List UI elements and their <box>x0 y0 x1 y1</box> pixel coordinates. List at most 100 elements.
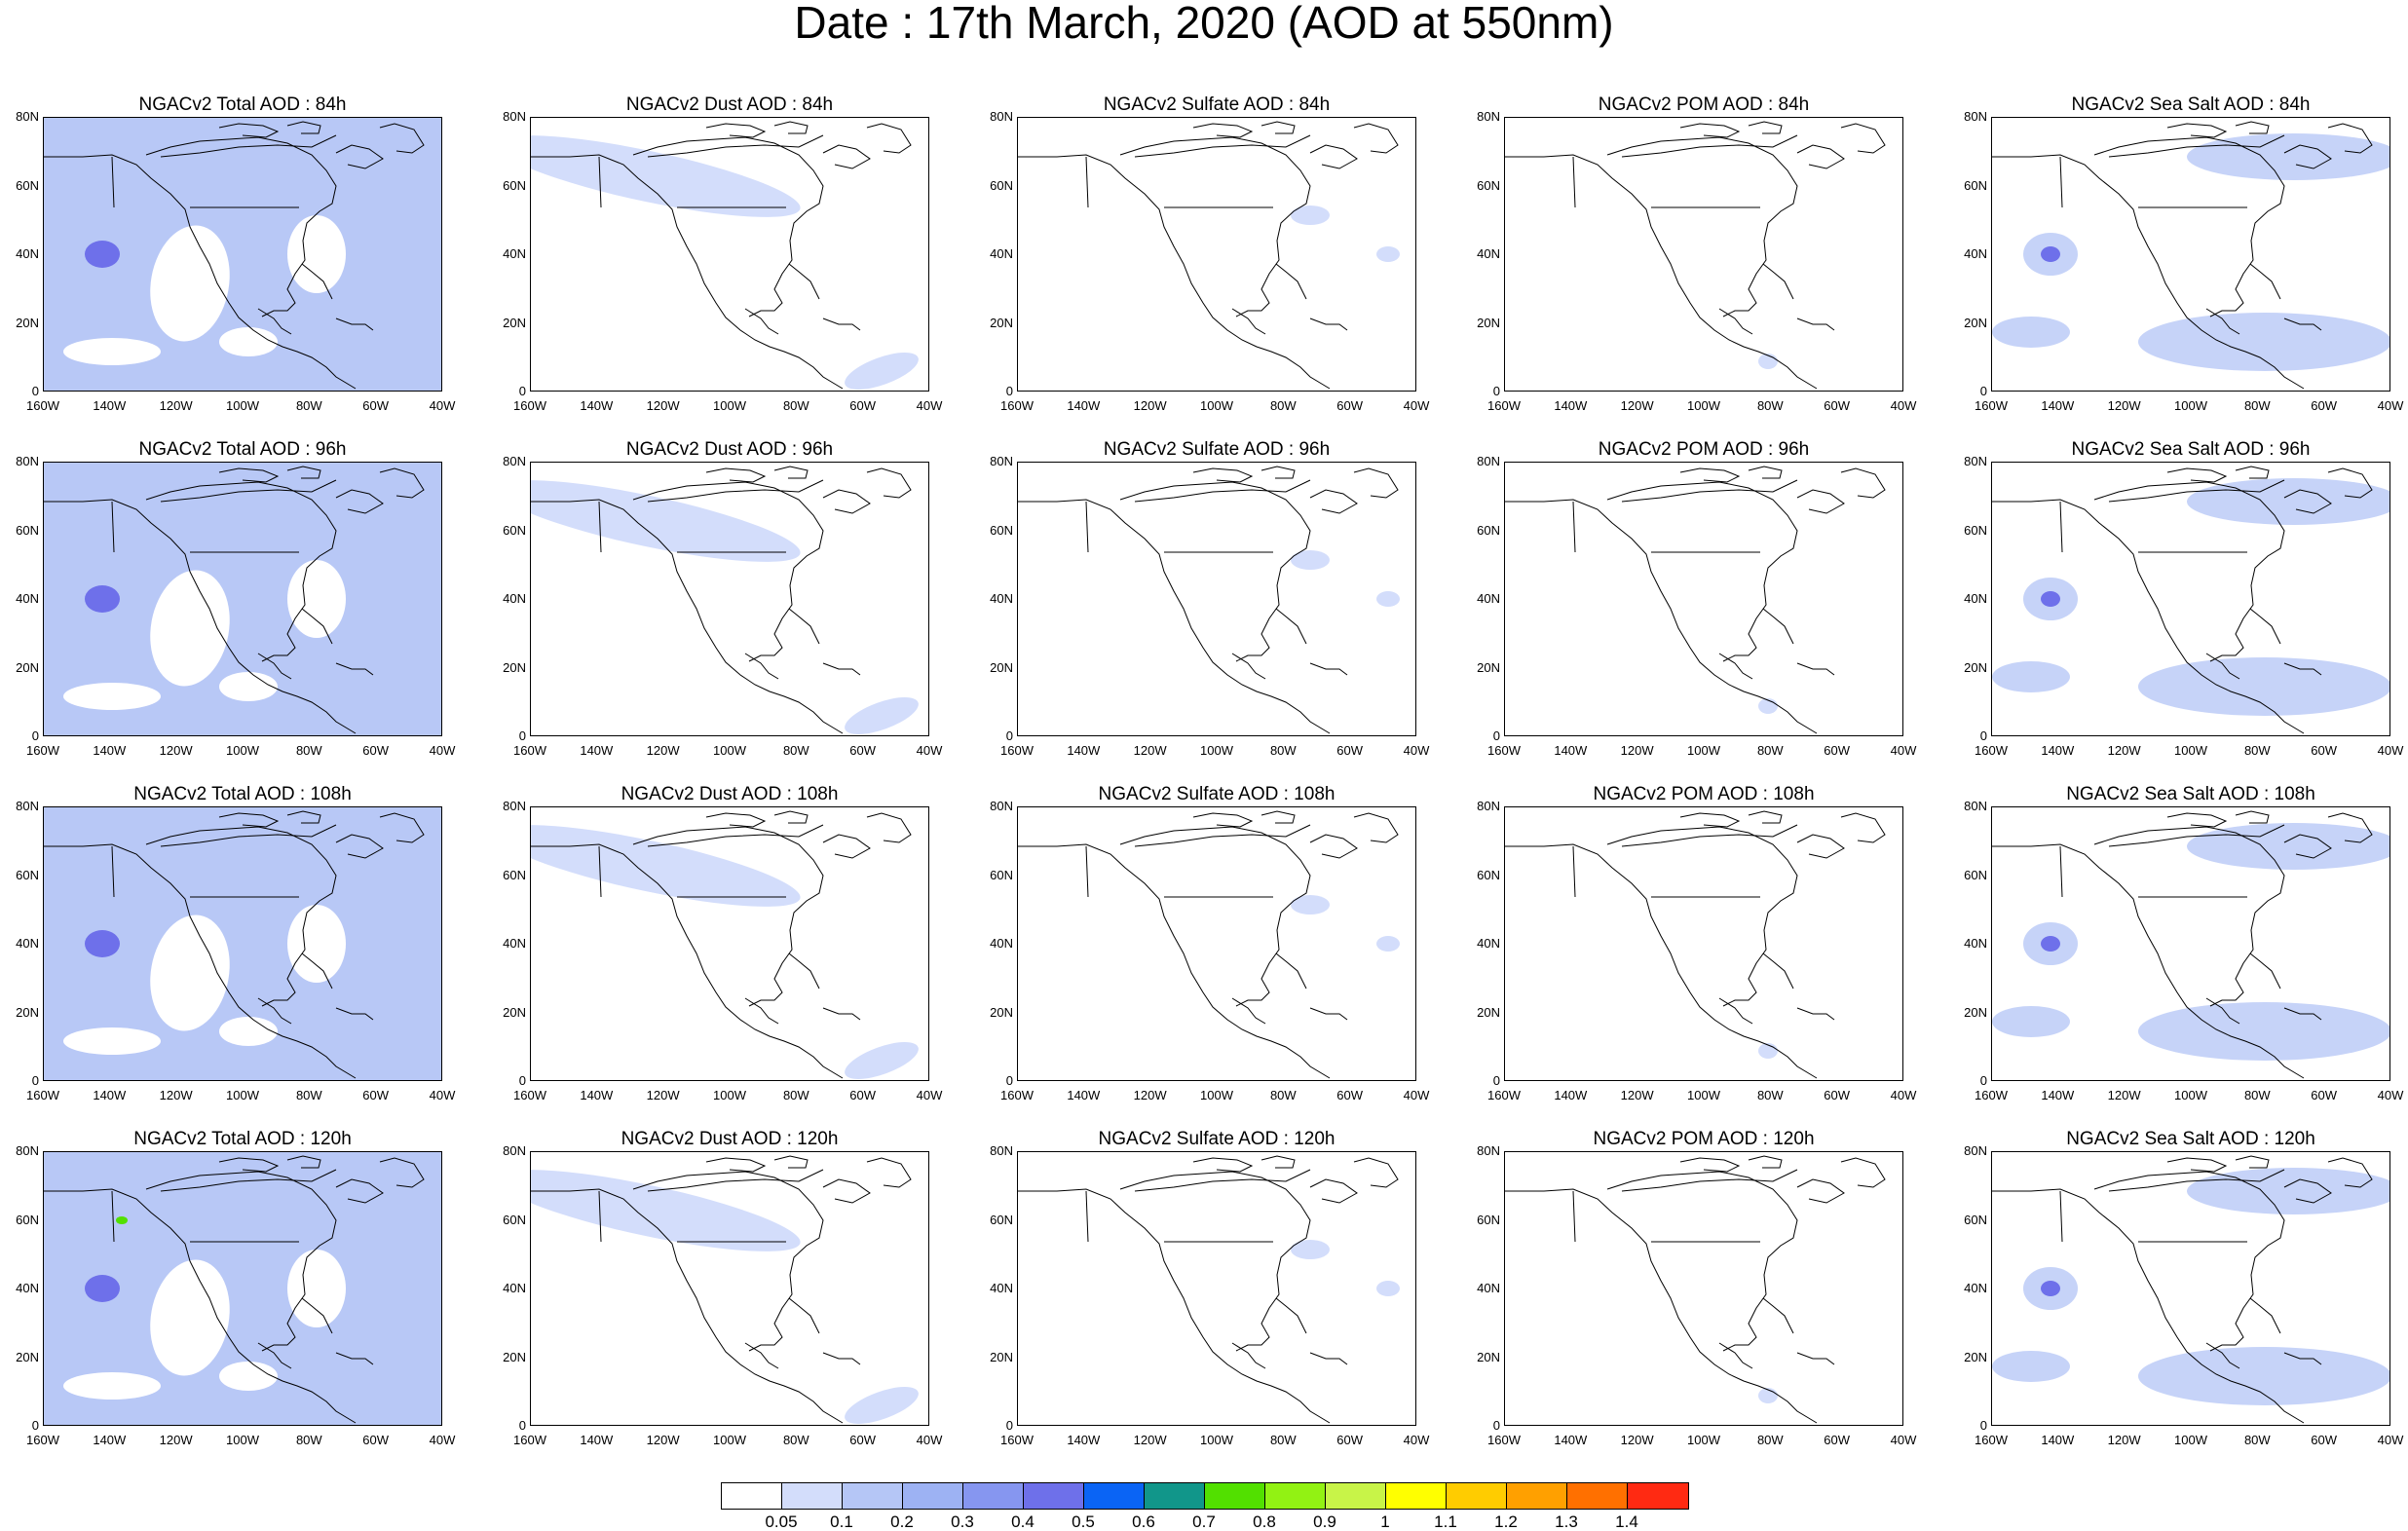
lon-tick-label: 120W <box>152 1089 201 1102</box>
coastline <box>1719 653 1752 679</box>
lat-tick-label: 20N <box>1948 1006 1987 1020</box>
coastline <box>823 1179 870 1203</box>
coastline <box>1310 1353 1347 1364</box>
coastline <box>867 124 911 153</box>
coastline <box>1120 482 1310 661</box>
coastline <box>1573 846 1575 897</box>
coastline <box>745 998 778 1024</box>
lon-tick-label: 140W <box>1546 399 1595 413</box>
lat-tick-label: 40N <box>0 247 39 261</box>
panel-title: NGACv2 Dust AOD : 84h <box>530 95 929 115</box>
panel-title: NGACv2 Sea Salt AOD : 96h <box>1991 440 2390 460</box>
panel-title: NGACv2 Sea Salt AOD : 108h <box>1991 785 2390 804</box>
lon-tick-label: 80W <box>771 1434 820 1447</box>
coastline <box>774 1156 808 1168</box>
lon-tick-label: 100W <box>218 1434 267 1447</box>
coastline <box>867 1158 911 1187</box>
coastline <box>1018 844 1330 1078</box>
lon-tick-label: 140W <box>1546 744 1595 758</box>
lon-tick-label: 80W <box>1259 399 1307 413</box>
aod-field-map <box>1505 118 1903 392</box>
aod-field-map <box>1018 463 1416 736</box>
map-panel-dust-2: NGACv2 Dust AOD : 108h 80N 60N 40N 20N 0 160W 1… <box>530 806 929 1081</box>
coastline <box>2167 1158 2226 1172</box>
lon-tick-label: 60W <box>1813 399 1862 413</box>
lat-tick-label: 0 <box>1461 1419 1500 1433</box>
coastline <box>2236 1156 2269 1168</box>
coastline <box>2250 953 2280 989</box>
lon-tick-label: 100W <box>705 1434 754 1447</box>
lat-tick-label: 40N <box>1461 937 1500 951</box>
coastline <box>1261 1156 1295 1168</box>
lat-tick-label: 40N <box>974 247 1013 261</box>
lon-tick-label: 100W <box>705 399 754 413</box>
panel-title: NGACv2 POM AOD : 108h <box>1504 785 1903 804</box>
map-frame <box>43 462 442 736</box>
colorbar-tick-label: 1.4 <box>1602 1513 1651 1531</box>
coastline <box>1086 846 1088 897</box>
coastline <box>2060 1191 2062 1242</box>
lon-tick-label: 140W <box>1059 399 1108 413</box>
aod-field-map <box>1505 807 1903 1081</box>
lat-tick-label: 0 <box>487 385 526 398</box>
lat-tick-label: 20N <box>487 317 526 330</box>
coastline <box>2236 467 2269 478</box>
lon-tick-label: 120W <box>1613 1434 1662 1447</box>
lat-tick-label: 60N <box>487 179 526 193</box>
lon-tick-label: 140W <box>2033 1089 2082 1102</box>
coastline <box>1607 482 1797 661</box>
coastline <box>823 835 870 858</box>
lon-tick-label: 120W <box>2100 1089 2149 1102</box>
coastline <box>2236 122 2269 133</box>
lat-tick-label: 40N <box>1948 247 1987 261</box>
lon-tick-label: 100W <box>218 399 267 413</box>
aod-field-map <box>1505 1152 1903 1426</box>
colorbar-swatch <box>1507 1483 1567 1509</box>
coastline <box>1607 1172 1797 1351</box>
lon-tick-label: 140W <box>1059 744 1108 758</box>
lat-tick-label: 60N <box>1461 1214 1500 1227</box>
lon-tick-label: 80W <box>284 399 333 413</box>
coastline <box>706 124 765 137</box>
lon-tick-label: 40W <box>1392 1434 1441 1447</box>
panel-title: NGACv2 Sulfate AOD : 108h <box>1017 785 1416 804</box>
lon-tick-label: 80W <box>2233 1089 2281 1102</box>
lat-tick-label: 40N <box>1948 592 1987 606</box>
lon-tick-label: 120W <box>639 1434 688 1447</box>
coastline <box>1086 157 1088 207</box>
coastline <box>789 1298 819 1333</box>
panel-title: NGACv2 POM AOD : 120h <box>1504 1130 1903 1149</box>
coastline <box>867 813 911 842</box>
coastline <box>1505 844 1817 1078</box>
map-panel-total-1: NGACv2 Total AOD : 96h 80N 60N 40N 20N 0 160W 1… <box>43 462 442 736</box>
coastline <box>1680 813 1739 827</box>
colorbar-swatch <box>1084 1483 1145 1509</box>
lon-tick-label: 40W <box>2366 1434 2408 1447</box>
lon-tick-label: 140W <box>1546 1434 1595 1447</box>
map-frame <box>1017 462 1416 736</box>
aod-field-map <box>44 1152 442 1426</box>
lon-tick-label: 160W <box>1480 399 1528 413</box>
map-panel-grid: NGACv2 Total AOD : 84h 80N 60N 40N 20N 0 160W 1… <box>0 0 2408 1531</box>
lat-tick-label: 0 <box>487 1074 526 1088</box>
lat-tick-label: 80N <box>1948 110 1987 124</box>
lat-tick-label: 40N <box>1461 592 1500 606</box>
map-frame <box>1017 117 1416 392</box>
map-panel-dust-0: NGACv2 Dust AOD : 84h 80N 60N 40N 20N 0 160W 14… <box>530 117 929 392</box>
lat-tick-label: 40N <box>974 592 1013 606</box>
coastline <box>1505 1189 1817 1423</box>
coastline <box>1310 490 1357 513</box>
lat-tick-label: 80N <box>487 110 526 124</box>
lon-tick-label: 140W <box>572 744 621 758</box>
colorbar-swatch <box>963 1483 1024 1509</box>
lat-tick-label: 60N <box>974 524 1013 538</box>
coastline <box>1763 1298 1793 1333</box>
lon-tick-label: 120W <box>152 399 201 413</box>
lon-tick-label: 160W <box>993 744 1041 758</box>
coastline <box>1573 502 1575 552</box>
lat-tick-label: 20N <box>1461 1006 1500 1020</box>
coastline <box>1797 663 1834 675</box>
lat-tick-label: 80N <box>1948 455 1987 468</box>
coastline <box>1232 998 1265 1024</box>
coastline <box>1354 1158 1398 1187</box>
